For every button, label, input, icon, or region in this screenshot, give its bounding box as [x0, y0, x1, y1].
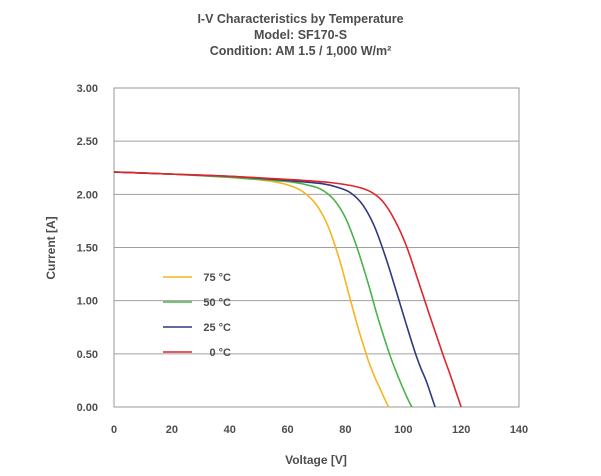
x-tick-label: 0	[111, 424, 117, 436]
y-tick-label: 2.50	[77, 136, 98, 148]
chart-title: I-V Characteristics by Temperature	[197, 12, 404, 26]
legend: 75 °C 50 °C 25 °C 0 °C	[163, 272, 231, 359]
series-line	[113, 171, 413, 408]
x-tick-label: 40	[224, 424, 236, 436]
series-line	[113, 171, 462, 408]
y-tick-label: 2.00	[77, 189, 98, 201]
y-tick-label: 3.00	[77, 83, 98, 95]
x-tick-label: 20	[166, 424, 178, 436]
legend-label: 0 °C	[209, 347, 231, 359]
y-tick-label: 1.50	[77, 243, 98, 255]
chart-subtitle-condition: Condition: AM 1.5 / 1,000 W/m²	[209, 44, 392, 58]
y-tick-label: 1.00	[77, 296, 98, 308]
x-axis-label: Voltage [V]	[285, 453, 347, 467]
legend-label: 50 °C	[203, 297, 231, 309]
legend-label: 25 °C	[203, 322, 231, 334]
x-tick-label: 140	[510, 424, 528, 436]
x-tick-label: 100	[394, 424, 412, 436]
y-axis-label: Current [A]	[44, 216, 58, 279]
series-line	[113, 171, 390, 408]
x-tick-label: 80	[339, 424, 351, 436]
chart-title-block: I-V Characteristics by Temperature Model…	[0, 11, 601, 59]
x-tick-labels: 0 20 40 60 80 100 120 140	[111, 424, 528, 436]
x-tick-label: 60	[281, 424, 293, 436]
y-tick-label: 0.00	[77, 402, 98, 414]
series-lines	[113, 171, 462, 408]
grid-lines	[114, 87, 519, 408]
y-tick-label: 0.50	[77, 349, 98, 361]
chart-subtitle-model: Model: SF170-S	[253, 28, 348, 42]
x-tick-label: 120	[452, 424, 470, 436]
y-tick-labels: 0.00 0.50 1.00 1.50 2.00 2.50 3.00	[77, 83, 98, 414]
plot-frame	[113, 87, 520, 408]
legend-label: 75 °C	[203, 272, 231, 284]
